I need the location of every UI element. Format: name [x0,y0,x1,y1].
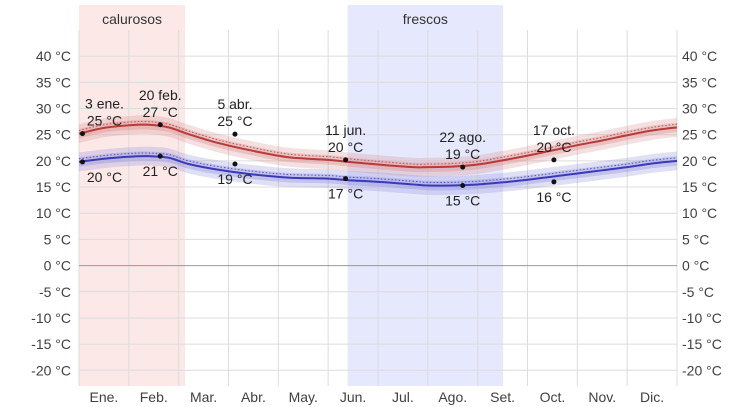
y-tick-label-left: -10 °C [31,310,71,326]
y-tick-label-left: 20 °C [36,153,71,169]
y-tick-label-right: 0 °C [682,258,709,274]
y-tick-label-right: 15 °C [682,179,717,195]
annotation-label: 3 ene. [85,96,124,112]
temperature-lines [78,120,678,187]
band-outer-high [79,115,677,177]
y-tick-label-right: -5 °C [682,284,714,300]
x-tick-label: Jun. [340,389,366,405]
y-tick-label-left: -5 °C [39,284,71,300]
annotation-labels: 3 ene.25 °C20 °C20 feb.27 °C21 °C5 abr.2… [85,87,575,209]
annotation-point [460,164,466,170]
y-tick-label-left: -20 °C [31,362,71,378]
annotation-label: 20 °C [87,169,122,185]
x-tick-label: Nov. [588,389,616,405]
annotation-label: 21 °C [143,163,178,179]
annotation-point [157,122,163,128]
annotation-label: 25 °C [87,113,122,129]
y-tick-label-right: -20 °C [682,362,722,378]
dotted-line-low [78,152,678,183]
season-label-frescos: frescos [403,11,448,27]
season-band-calurosos [79,5,186,386]
annotation-label: 5 abr. [217,96,252,112]
y-tick-label-right: 10 °C [682,205,717,221]
annotation-point [79,131,85,137]
line-high [78,123,678,169]
x-tick-label: Oct. [540,389,566,405]
annotation-point [460,182,466,188]
y-axis-right: 40 °C 35 °C 30 °C 25 °C 20 °C 15 °C 10 °C 5 °C 0… [682,48,722,378]
annotation-point [79,159,85,165]
y-tick-label-left: 40 °C [36,48,71,64]
annotation-label: 17 oct. [533,122,575,138]
annotation-label: 27 °C [143,104,178,120]
y-tick-label-right: -10 °C [682,310,722,326]
x-tick-label: Dic. [640,389,664,405]
x-tick-label: Jul. [392,389,414,405]
annotation-label: 17 °C [328,186,363,202]
x-tick-label: Mar. [190,389,217,405]
season-label-calurosos: calurosos [102,11,162,27]
y-tick-label-left: 5 °C [44,231,71,247]
annotation-label: 19 °C [445,146,480,162]
annotation-label: 20 feb. [139,87,182,103]
annotation-point [232,131,238,137]
y-tick-label-right: 25 °C [682,127,717,143]
annotation-point [343,176,349,182]
grid [78,30,678,386]
band-inner-high [79,119,677,173]
x-tick-label: Abr. [241,389,266,405]
x-tick-label: Set. [490,389,515,405]
y-tick-label-right: 20 °C [682,153,717,169]
annotation-point [343,157,349,163]
annotation-points [79,122,557,188]
y-tick-label-right: 40 °C [682,48,717,64]
annotation-label: 16 °C [536,189,571,205]
x-tick-label: Ene. [90,389,119,405]
line-low [78,155,678,187]
dotted-line-high [78,120,678,165]
annotation-point [551,179,557,185]
x-tick-label: Feb. [140,389,168,405]
annotation-point [232,161,238,167]
band-outer-low [79,146,677,196]
y-tick-label-left: 15 °C [36,179,71,195]
y-tick-label-left: 0 °C [44,258,71,274]
y-tick-label-right: 30 °C [682,101,717,117]
x-tick-label: Ago. [438,389,467,405]
y-tick-label-right: 35 °C [682,74,717,90]
annotation-label: 22 ago. [439,129,486,145]
y-tick-label-left: -15 °C [31,336,71,352]
annotation-label: 19 °C [217,171,252,187]
season-bands: calurosos frescos [79,5,504,386]
annotation-point [157,153,163,159]
annotation-label: 15 °C [445,192,480,208]
annotation-label: 11 jun. [325,122,366,138]
y-tick-label-right: 5 °C [682,231,709,247]
x-tick-label: May. [289,389,318,405]
y-tick-label-left: 30 °C [36,101,71,117]
annotation-point [551,157,557,163]
y-tick-label-left: 25 °C [36,127,71,143]
annotation-label: 20 °C [536,139,571,155]
y-axis-left: 40 °C 35 °C 30 °C 25 °C 20 °C 15 °C 10 °C 5 °C 0… [31,48,71,378]
y-tick-label-left: 10 °C [36,205,71,221]
y-tick-label-right: -15 °C [682,336,722,352]
y-tick-label-left: 35 °C [36,74,71,90]
annotation-label: 25 °C [217,113,252,129]
x-axis: Ene. Feb. Mar. Abr. May. Jun. Jul. Ago. Set. Oct.… [90,389,665,405]
annotation-label: 20 °C [328,139,363,155]
